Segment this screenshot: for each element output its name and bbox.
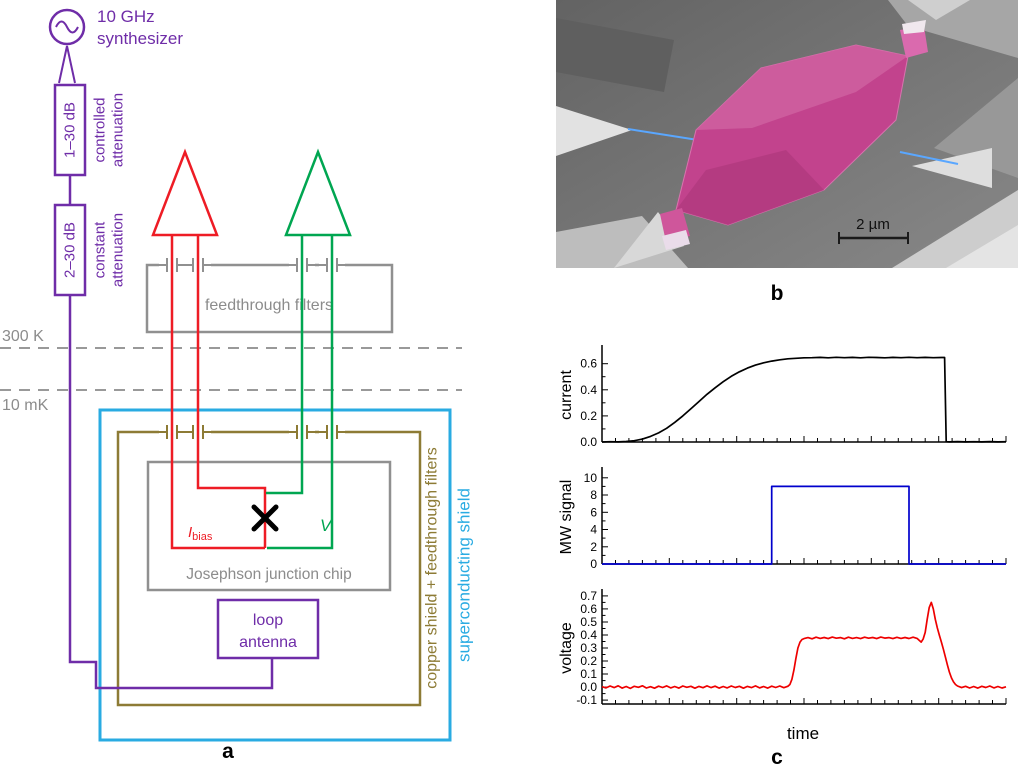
y-tick-label: 2 <box>590 540 597 554</box>
josephson-junction-icon <box>251 504 279 532</box>
y-axis-label: MW signal <box>558 480 575 555</box>
voltage-plot: -0.10.00.10.20.30.40.50.60.7 voltage <box>558 589 1007 707</box>
data-curve <box>601 601 1007 690</box>
bias-amplifier-icon <box>151 148 219 237</box>
y-tick-label: 0.6 <box>580 602 597 616</box>
copper-shield-label: copper shield + feedthrough filters <box>424 447 441 688</box>
y-tick-label: 0.2 <box>580 654 597 668</box>
panel-b-letter: b <box>770 282 784 305</box>
scale-bar-label: 2 µm <box>856 216 890 233</box>
left-probe-tip <box>556 106 632 156</box>
red-wire-1 <box>170 235 265 550</box>
attenuator1-side-label-2: attenuation <box>110 93 127 167</box>
loop-antenna-label-2: antenna <box>239 634 297 651</box>
y-tick-label: 0.7 <box>580 589 597 603</box>
microwave-feed-line <box>68 295 274 690</box>
setup-diagram-panel: 300 K 10 mK copper shield + feedthrough … <box>0 0 480 776</box>
josephson-chip-label: Josephson junction chip <box>186 566 351 583</box>
sem-nanowires <box>627 128 959 165</box>
temp-label-300k: 300 K <box>2 328 44 345</box>
voltage-amplifier-icon <box>284 148 352 237</box>
temp-label-10mk: 10 mK <box>2 397 49 414</box>
attenuator2-box <box>53 203 87 297</box>
loop-antenna-box <box>216 598 320 660</box>
josephson-chip-box <box>146 460 392 592</box>
y-tick-label: 0.0 <box>580 435 597 449</box>
sine-wave-icon <box>55 20 79 34</box>
temperature-stages: 300 K 10 mK <box>0 328 462 414</box>
green-wire-2 <box>267 235 334 550</box>
connector-taper <box>58 45 76 84</box>
attenuator2-side-label-2: attenuation <box>110 213 127 287</box>
y-axis-label: current <box>558 370 575 420</box>
nanowire-left <box>627 128 699 141</box>
y-tick-label: -0.1 <box>576 693 597 707</box>
data-curve <box>602 485 1006 565</box>
data-curve <box>601 356 1007 443</box>
x-axis-label: time <box>786 724 820 743</box>
panel-c-letter: c <box>771 746 783 769</box>
y-tick-label: 6 <box>590 505 597 519</box>
ibias-label: Ibias <box>188 524 213 543</box>
green-wire-1 <box>266 235 304 495</box>
y-axis-label: voltage <box>558 622 575 674</box>
feedthrough-filters-label: feedthrough filters <box>205 297 333 314</box>
y-tick-label: 0.6 <box>580 357 597 371</box>
scale-bar: 2 µm <box>838 216 909 244</box>
attenuator1-side-label-1: controlled <box>92 97 109 162</box>
y-tick-label: 0.2 <box>580 409 597 423</box>
loop-antenna-label-1: loop <box>253 612 283 629</box>
feedthrough-filters-box <box>145 263 394 334</box>
setup-diagram: 300 K 10 mK copper shield + feedthrough … <box>0 7 474 742</box>
y-tick-label: 0.5 <box>580 615 597 629</box>
superconducting-shield-label: superconducting shield <box>455 488 474 662</box>
right-probe-tip <box>912 148 992 188</box>
time-traces-panel: 0.0 0.2 0.4 0.6 current 0 2 4 6 8 10 MW signal -0.… <box>552 342 1018 744</box>
mw-signal-plot: 0 2 4 6 8 10 MW signal <box>558 467 1007 571</box>
sem-electrodes <box>556 0 1018 268</box>
current-plot: 0.0 0.2 0.4 0.6 current <box>558 345 1007 449</box>
y-tick-label: 0.0 <box>580 680 597 694</box>
y-tick-label: 0.1 <box>580 667 597 681</box>
synthesizer-label-2: synthesizer <box>97 29 183 48</box>
y-tick-label: 4 <box>590 523 597 537</box>
voltage-label: V <box>320 516 333 535</box>
synthesizer-label-1: 10 GHz <box>97 7 155 26</box>
y-tick-label: 0.3 <box>580 641 597 655</box>
panel-a-letter: a <box>222 740 234 763</box>
y-tick-label: 8 <box>590 488 597 502</box>
crystal-contact-top <box>900 26 928 58</box>
voltage-wiring <box>266 235 334 550</box>
attenuator2-side-label-1: constant <box>92 221 109 279</box>
sem-image-panel: 2 µm <box>556 0 1018 268</box>
synthesizer-chain: 10 GHz synthesizer 1–30 dB controlled at… <box>48 7 274 690</box>
y-tick-label: 0 <box>590 557 597 571</box>
y-tick-label: 0.4 <box>580 628 597 642</box>
sem-image: 2 µm <box>556 0 1018 268</box>
attenuator2-label: 2–30 dB <box>62 222 79 278</box>
sem-crystal <box>660 20 928 250</box>
y-tick-label: 0.4 <box>580 383 597 397</box>
y-tick-label: 10 <box>584 471 598 485</box>
nanowire-right <box>899 151 959 165</box>
attenuator1-label: 1–30 dB <box>62 102 79 158</box>
attenuator1-box <box>53 83 87 177</box>
